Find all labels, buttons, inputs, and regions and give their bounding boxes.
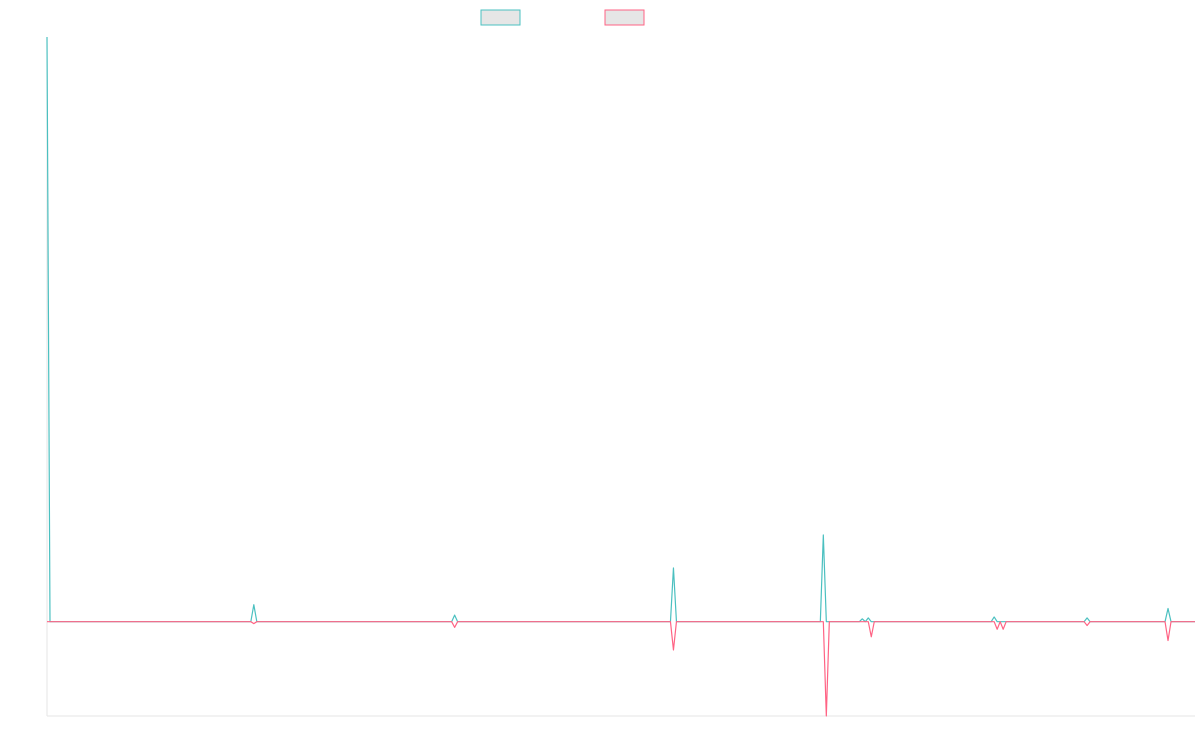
legend-swatch-1[interactable]: [480, 9, 521, 26]
series-line-2: [47, 621, 1195, 717]
axes: [46, 37, 1195, 717]
series-line-1: [46, 36, 1195, 623]
series-group: [46, 36, 1195, 717]
legend-swatch-2[interactable]: [604, 9, 645, 26]
legend: [480, 9, 645, 26]
